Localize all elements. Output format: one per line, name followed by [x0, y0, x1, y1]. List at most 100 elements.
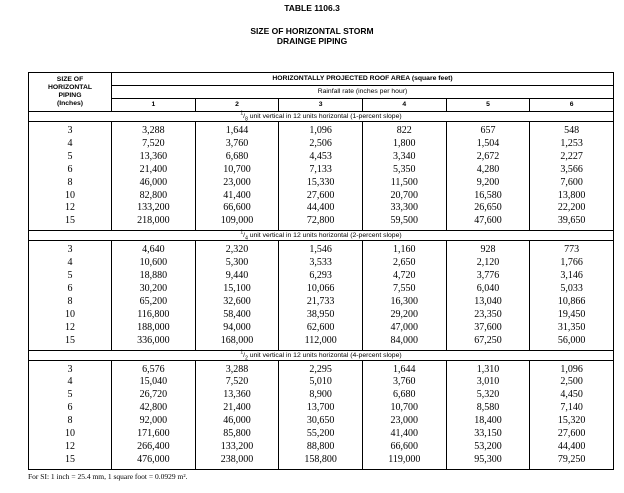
- roof-area: 10,600: [111, 257, 196, 271]
- roof-area: 72,800: [278, 215, 363, 232]
- roof-area: 21,733: [278, 295, 363, 309]
- roof-area: 59,500: [361, 215, 447, 232]
- fraction-numerator: 1: [240, 349, 244, 356]
- roof-area: 112,000: [278, 334, 363, 351]
- roof-area: 133,200: [111, 202, 196, 216]
- roof-area: 6,680: [194, 150, 280, 164]
- data-row: 5 18,880 9,440 6,293 4,720 3,776 3,146: [28, 270, 614, 283]
- title: TABLE 1106.3: [284, 3, 340, 13]
- data-row: 4 7,520 3,760 2,506 1,800 1,504 1,253: [28, 137, 614, 151]
- roof-area: 119,000: [361, 453, 447, 470]
- roof-area: 4,280: [445, 163, 531, 177]
- data-row: 12 188,000 94,000 62,600 47,000 37,600 31,350: [28, 321, 614, 335]
- roof-area: 18,880: [111, 270, 196, 283]
- roof-area: 1,766: [529, 257, 614, 271]
- size-header: SIZE OF HORIZONTAL PIPING (Inches): [28, 72, 112, 112]
- data-row: 12 266,400 133,200 88,800 66,600 53,200 44,400: [28, 440, 614, 454]
- roof-area: 4,640: [111, 240, 196, 258]
- roof-area: 44,400: [529, 440, 614, 454]
- column-header: 4: [361, 98, 447, 112]
- roof-area: 9,440: [194, 270, 280, 283]
- pipe-size: 3: [28, 359, 112, 377]
- pipe-size: 6: [28, 163, 112, 177]
- fraction: 1/8: [240, 110, 248, 123]
- roof-area: 6,576: [111, 359, 196, 377]
- roof-area: 13,360: [111, 150, 196, 164]
- roof-area: 1,096: [278, 120, 363, 138]
- roof-area: 13,040: [445, 295, 531, 309]
- roof-area: 1,253: [529, 137, 614, 151]
- roof-area: 8,580: [445, 402, 531, 416]
- rainfall-header: Rainfall rate (inches per hour): [111, 85, 614, 99]
- data-row: 10 116,800 58,400 38,950 29,200 23,350 19,450: [28, 308, 614, 322]
- data-row: 8 92,000 46,000 30,650 23,000 18,400 15,320: [28, 415, 614, 429]
- pipe-size: 12: [28, 321, 112, 335]
- roof-area: 53,200: [445, 440, 531, 454]
- roof-area: 3,010: [445, 376, 531, 390]
- roof-area: 11,500: [361, 176, 447, 190]
- roof-area: 773: [529, 240, 614, 258]
- subtitle: SIZE OF HORIZONTAL STORM: [250, 26, 374, 36]
- roof-area: 15,100: [194, 282, 280, 296]
- pipe-size: 5: [28, 389, 112, 403]
- roof-area: 3,288: [194, 359, 280, 377]
- roof-area: 5,010: [278, 376, 363, 390]
- roof-area: 15,330: [278, 176, 363, 190]
- roof-area: 31,350: [529, 321, 614, 335]
- column-header: 1: [111, 98, 196, 112]
- data-row: 6 30,200 15,100 10,066 7,550 6,040 5,033: [28, 282, 614, 296]
- roof-area: 5,300: [194, 257, 280, 271]
- footnote: For SI: 1 inch = 25.4 mm, 1 square foot …: [28, 472, 188, 481]
- roof-area: 33,150: [445, 428, 531, 441]
- roof-area: 10,866: [529, 295, 614, 309]
- roof-area: 39,650: [529, 215, 614, 232]
- data-row: 5 13,360 6,680 4,453 3,340 2,672 2,227: [28, 150, 614, 164]
- roof-area: 38,950: [278, 308, 363, 322]
- roof-area: 7,133: [278, 163, 363, 177]
- area-header: HORIZONTALLY PROJECTED ROOF AREA (square…: [111, 72, 614, 86]
- roof-area: 88,800: [278, 440, 363, 454]
- roof-area: 21,400: [111, 163, 196, 177]
- roof-area: 657: [445, 120, 531, 138]
- roof-area: 85,800: [194, 428, 280, 441]
- size-header-line: HORIZONTAL: [47, 84, 93, 91]
- roof-area: 1,800: [361, 137, 447, 151]
- roof-area: 95,300: [445, 453, 531, 470]
- section-label-row: 1/4 unit vertical in 12 units horizontal…: [28, 229, 614, 242]
- roof-area: 84,000: [361, 334, 447, 351]
- pipe-size: 4: [28, 376, 112, 390]
- roof-area: 41,400: [361, 428, 447, 441]
- column-header: 5: [445, 98, 531, 112]
- roof-area: 928: [445, 240, 531, 258]
- roof-area: 42,800: [111, 402, 196, 416]
- roof-area: 16,580: [445, 189, 531, 203]
- data-row: 8 46,000 23,000 15,330 11,500 9,200 7,600: [28, 176, 614, 190]
- roof-area: 58,400: [194, 308, 280, 322]
- roof-area: 29,200: [361, 308, 447, 322]
- subtitle: DRAINGE PIPING: [276, 36, 348, 46]
- roof-area: 7,600: [529, 176, 614, 190]
- roof-area: 2,227: [529, 150, 614, 164]
- roof-area: 2,120: [445, 257, 531, 271]
- data-row: 3 6,576 3,288 2,295 1,644 1,310 1,096: [28, 359, 614, 377]
- roof-area: 2,672: [445, 150, 531, 164]
- fraction-numerator: 1: [240, 229, 244, 236]
- pipe-size: 8: [28, 176, 112, 190]
- roof-area: 1,644: [361, 359, 447, 377]
- data-row: 4 10,600 5,300 3,533 2,650 2,120 1,766: [28, 257, 614, 271]
- roof-area: 158,800: [278, 453, 363, 470]
- roof-area: 30,650: [278, 415, 363, 429]
- header-row: Rainfall rate (inches per hour): [29, 85, 614, 99]
- data-row: 4 15,040 7,520 5,010 3,760 3,010 2,500: [28, 376, 614, 390]
- roof-area: 1,310: [445, 359, 531, 377]
- roof-area: 266,400: [111, 440, 196, 454]
- roof-area: 41,400: [194, 189, 280, 203]
- roof-area: 3,776: [445, 270, 531, 283]
- roof-area: 23,000: [361, 415, 447, 429]
- roof-area: 18,400: [445, 415, 531, 429]
- column-header: 2: [194, 98, 280, 112]
- data-row: 8 65,200 32,600 21,733 16,300 13,040 10,866: [28, 295, 614, 309]
- roof-area: 56,000: [529, 334, 614, 351]
- roof-area: 7,550: [361, 282, 447, 296]
